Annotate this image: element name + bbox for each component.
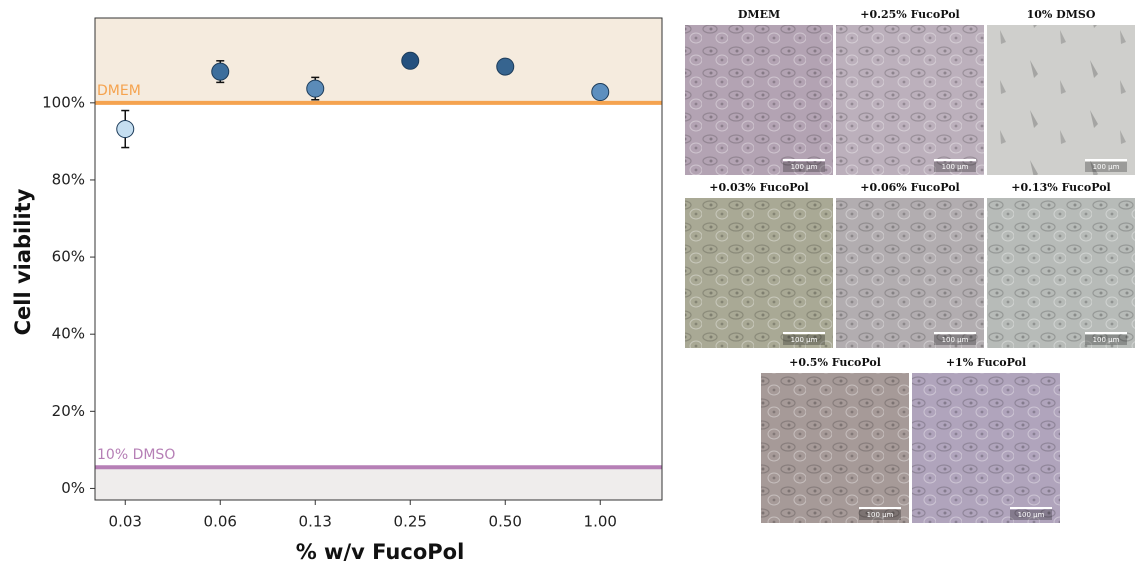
micrograph-title: +0.5% FucoPol xyxy=(789,356,881,369)
x-tick-label: 0.06 xyxy=(204,513,237,531)
micrograph: +0.03% FucoPol 100 µm xyxy=(685,181,833,348)
shaded-region xyxy=(95,18,662,103)
scale-bg xyxy=(1085,335,1127,345)
scale-label: 100 µm xyxy=(942,163,969,171)
x-axis-label: % w/v FucoPol xyxy=(296,540,465,564)
micrograph: 10% DMSO 100 µm xyxy=(987,8,1135,175)
micrograph-texture xyxy=(836,198,984,348)
micrograph-title: +0.03% FucoPol xyxy=(709,181,808,194)
point xyxy=(116,120,135,139)
micrograph-texture xyxy=(987,25,1135,175)
scale-label: 100 µm xyxy=(1018,511,1045,519)
data-point xyxy=(591,83,610,102)
scale-label: 100 µm xyxy=(942,336,969,344)
micrograph-texture xyxy=(685,25,833,175)
x-tick-label: 0.50 xyxy=(489,513,522,531)
data-point xyxy=(496,57,515,76)
point xyxy=(496,57,515,76)
micrograph: +0.13% FucoPol 100 µm xyxy=(987,181,1135,348)
micrograph-texture xyxy=(836,25,984,175)
scale-bg xyxy=(783,335,825,345)
micrograph-texture xyxy=(761,373,909,523)
scale-label: 100 µm xyxy=(791,163,818,171)
micrograph: DMEM 100 µm xyxy=(685,8,833,175)
micrograph: +1% FucoPol 100 µm xyxy=(912,356,1060,523)
data-point xyxy=(306,76,325,101)
shaded-region xyxy=(95,467,662,500)
x-tick-label: 0.13 xyxy=(299,513,332,531)
micrograph-title: +0.25% FucoPol xyxy=(860,8,959,21)
reference-label: 10% DMSO xyxy=(97,447,175,463)
scale-bg xyxy=(934,162,976,172)
plot-frame xyxy=(94,17,663,501)
scale-label: 100 µm xyxy=(867,511,894,519)
y-axis-label: Cell viability xyxy=(11,188,35,335)
micrograph-texture xyxy=(987,198,1135,348)
y-tick-label: 40% xyxy=(52,325,85,343)
point xyxy=(401,51,420,70)
micrograph-title: DMEM xyxy=(738,8,780,21)
point xyxy=(591,83,610,102)
scale-bg xyxy=(1085,162,1127,172)
data-point xyxy=(401,51,420,70)
y-tick-label: 20% xyxy=(52,402,85,420)
scale-label: 100 µm xyxy=(1093,336,1120,344)
micrograph-title: +0.06% FucoPol xyxy=(860,181,959,194)
micrograph: +0.25% FucoPol 100 µm xyxy=(836,8,984,175)
micrograph-title: +1% FucoPol xyxy=(946,356,1026,369)
x-tick-label: 1.00 xyxy=(584,513,617,531)
y-tick-label: 80% xyxy=(52,170,85,188)
data-point xyxy=(211,60,230,84)
micrograph: +0.5% FucoPol 100 µm xyxy=(761,356,909,523)
scale-label: 100 µm xyxy=(791,336,818,344)
reference-label: DMEM xyxy=(97,83,141,99)
micrograph-texture xyxy=(685,198,833,348)
micrograph-title: +0.13% FucoPol xyxy=(1011,181,1110,194)
y-tick-label: 0% xyxy=(61,479,85,497)
micrograph-title: 10% DMSO xyxy=(1027,8,1096,21)
scale-bg xyxy=(859,510,901,520)
data-point xyxy=(116,109,135,149)
scale-bg xyxy=(1010,510,1052,520)
x-tick-label: 0.03 xyxy=(109,513,142,531)
point xyxy=(211,62,230,81)
y-tick-label: 100% xyxy=(42,93,85,111)
scale-bg xyxy=(934,335,976,345)
micrograph: +0.06% FucoPol 100 µm xyxy=(836,181,984,348)
x-tick-label: 0.25 xyxy=(394,513,427,531)
scale-label: 100 µm xyxy=(1093,163,1120,171)
y-tick-label: 60% xyxy=(52,248,85,266)
point xyxy=(306,79,325,98)
micrograph-texture xyxy=(912,373,1060,523)
scale-bg xyxy=(783,162,825,172)
